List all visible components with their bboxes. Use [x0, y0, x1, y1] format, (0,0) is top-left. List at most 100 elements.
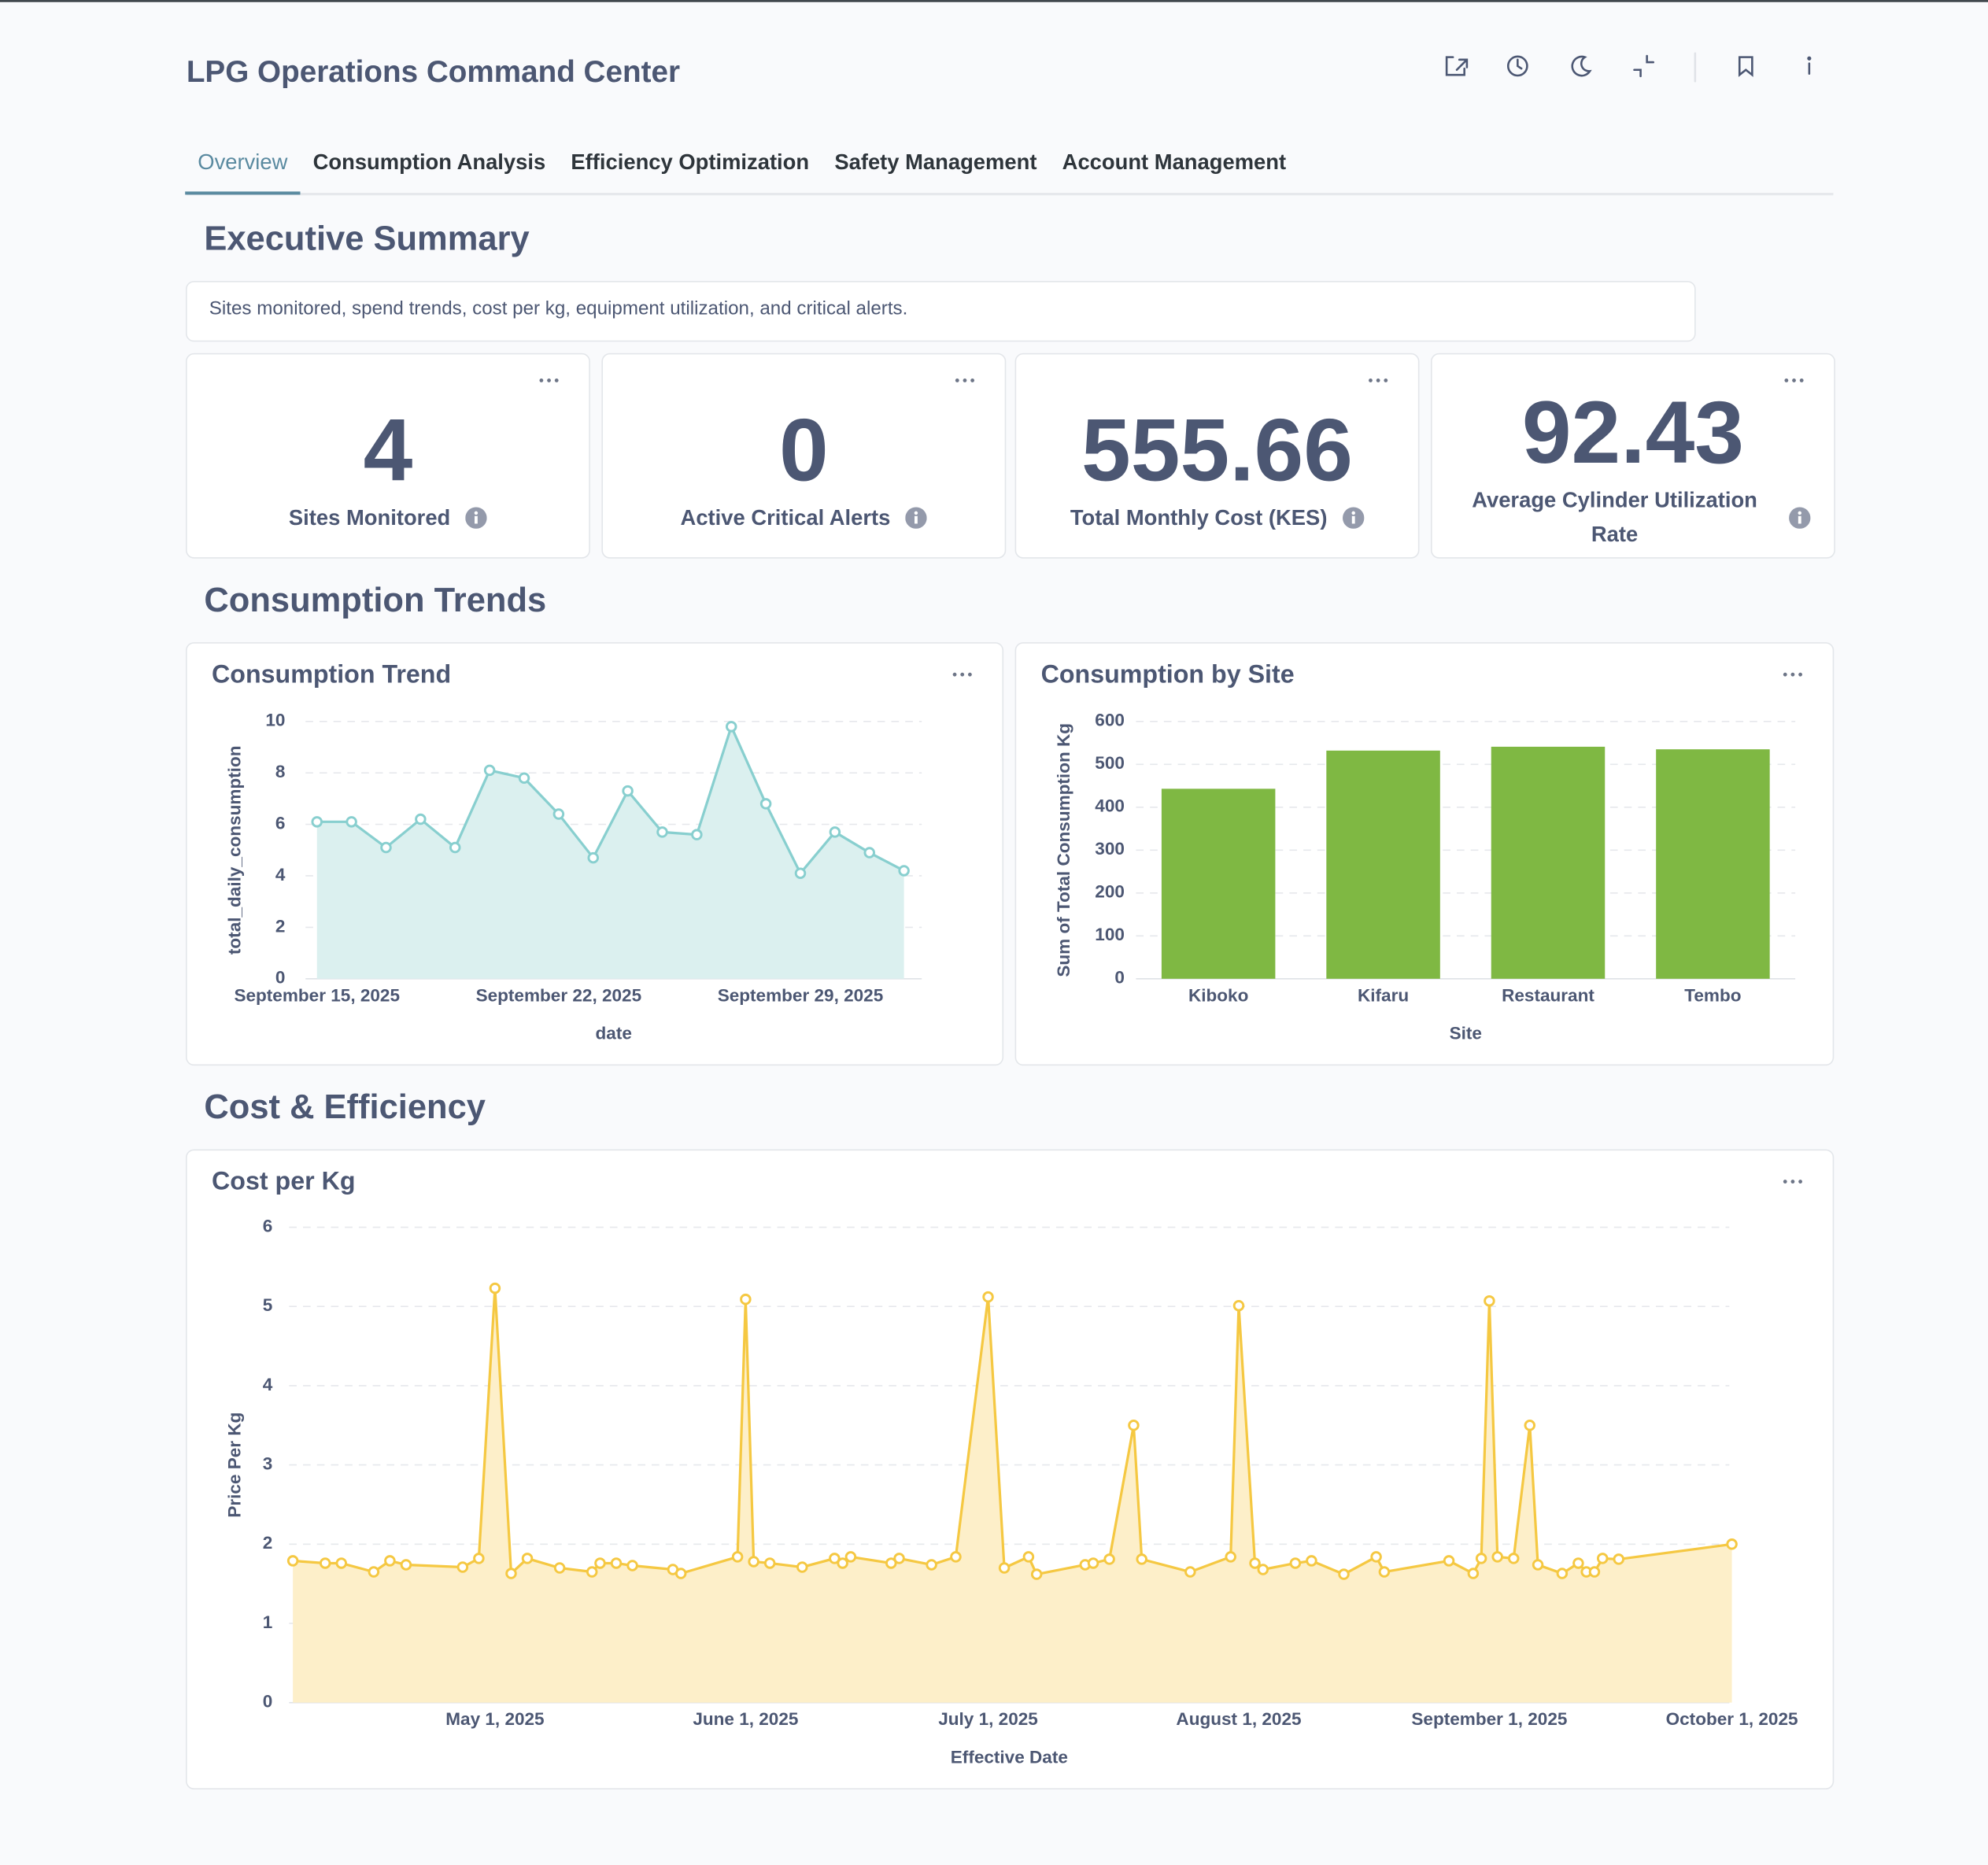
x-tick-label: June 1, 2025 [693, 1709, 798, 1729]
point [1443, 1555, 1455, 1567]
point [674, 1568, 687, 1579]
point [1289, 1557, 1302, 1569]
point [456, 1561, 469, 1573]
point [725, 721, 737, 733]
menu-dot [970, 379, 975, 382]
x-tick-label: May 1, 2025 [445, 1709, 544, 1729]
point [1484, 1294, 1495, 1307]
more-menu[interactable] [952, 672, 972, 677]
header-icons [1445, 52, 1812, 83]
y-tick-label: 300 [1095, 839, 1125, 859]
point [893, 1553, 905, 1564]
area-fill [316, 726, 904, 979]
point [1467, 1568, 1480, 1579]
point [1596, 1553, 1609, 1564]
y-tick-label: 2 [263, 1533, 273, 1553]
info-icon[interactable] [1342, 506, 1365, 529]
chart-title: Consumption Trend [212, 659, 451, 688]
point [950, 1551, 962, 1563]
y-tick-label: 1 [263, 1612, 273, 1632]
point [759, 798, 772, 810]
tab[interactable]: Account Management [1062, 150, 1286, 174]
y-tick-label: 3 [263, 1454, 273, 1474]
x-axis-label: date [596, 1024, 632, 1043]
point [483, 764, 496, 777]
point [587, 851, 599, 864]
y-tick-label: 600 [1095, 711, 1125, 730]
y-tick-label: 2 [275, 916, 286, 936]
tab[interactable]: Efficiency Optimization [571, 150, 809, 174]
more-menu[interactable] [1783, 672, 1802, 677]
point [763, 1557, 776, 1569]
point [345, 816, 357, 828]
point [1030, 1568, 1043, 1580]
history-icon[interactable] [1506, 55, 1528, 77]
point [594, 1557, 606, 1569]
menu-dot [955, 379, 959, 382]
point [1532, 1559, 1544, 1571]
kpi-content: 555.66 Total Monthly Cost (KES) [1070, 400, 1365, 530]
x-tick-label: September 1, 2025 [1411, 1709, 1567, 1729]
kpi-value: 92.43 [1521, 382, 1745, 482]
fullscreen-icon[interactable] [1633, 54, 1654, 78]
kpi-label: Average Cylinder Utilization Rate [1472, 488, 1757, 547]
more-menu[interactable] [539, 379, 559, 382]
point [384, 1555, 396, 1567]
theme-icon[interactable] [1571, 55, 1592, 77]
point [1726, 1538, 1738, 1550]
y-axis-label: Sum of Total Consumption Kg [1054, 723, 1073, 977]
bar [1326, 750, 1440, 979]
point [552, 808, 565, 820]
y-tick-label: 5 [263, 1295, 273, 1315]
kpi-value: 4 [363, 400, 413, 500]
area-fill [293, 1288, 1732, 1703]
section-heading: Cost & Efficiency [204, 1088, 486, 1126]
x-tick-label: Tembo [1684, 985, 1741, 1005]
point [610, 1557, 623, 1569]
info-icon[interactable] [1789, 506, 1811, 529]
info-dot [1351, 510, 1355, 515]
x-tick-label: August 1, 2025 [1176, 1709, 1301, 1729]
y-tick-label: 0 [275, 968, 286, 988]
point [748, 1556, 759, 1568]
x-axis-label: Site [1450, 1024, 1482, 1043]
x-tick-label: Restaurant [1502, 985, 1594, 1005]
tab[interactable]: Overview [198, 150, 287, 174]
menu-dot [1790, 672, 1795, 677]
point [380, 841, 392, 854]
point [829, 1553, 841, 1564]
point [1087, 1557, 1099, 1569]
info-icon[interactable] [905, 506, 928, 529]
section-heading: Consumption Trends [204, 582, 546, 619]
point [1136, 1553, 1147, 1565]
point [1572, 1557, 1584, 1569]
info-dot [1798, 510, 1802, 515]
share-icon[interactable] [1445, 56, 1469, 76]
kpi-value: 555.66 [1081, 400, 1353, 500]
more-menu[interactable] [955, 379, 975, 382]
bookmark-icon[interactable] [1738, 56, 1753, 77]
kpi-card [186, 353, 590, 559]
point [844, 1551, 857, 1563]
more-menu[interactable] [1369, 379, 1388, 382]
tab[interactable]: Consumption Analysis [313, 150, 546, 174]
y-tick-label: 10 [265, 711, 285, 730]
point [335, 1557, 348, 1569]
point [415, 813, 427, 825]
tab[interactable]: Safety Management [834, 150, 1036, 174]
point [1475, 1553, 1487, 1564]
more-menu[interactable] [1783, 1180, 1802, 1184]
menu-dot [1799, 379, 1804, 382]
menu-dot [1792, 379, 1796, 382]
info-icon[interactable] [465, 506, 488, 529]
y-tick-label: 500 [1095, 753, 1125, 773]
more-menu[interactable] [1784, 379, 1804, 382]
point [449, 841, 461, 854]
info-icon[interactable] [1807, 56, 1812, 75]
kpi-content: 92.43 Average Cylinder Utilization Rate [1472, 382, 1811, 547]
point [1184, 1566, 1196, 1578]
point [740, 1293, 752, 1306]
menu-dot [547, 379, 551, 382]
point [1022, 1551, 1035, 1563]
